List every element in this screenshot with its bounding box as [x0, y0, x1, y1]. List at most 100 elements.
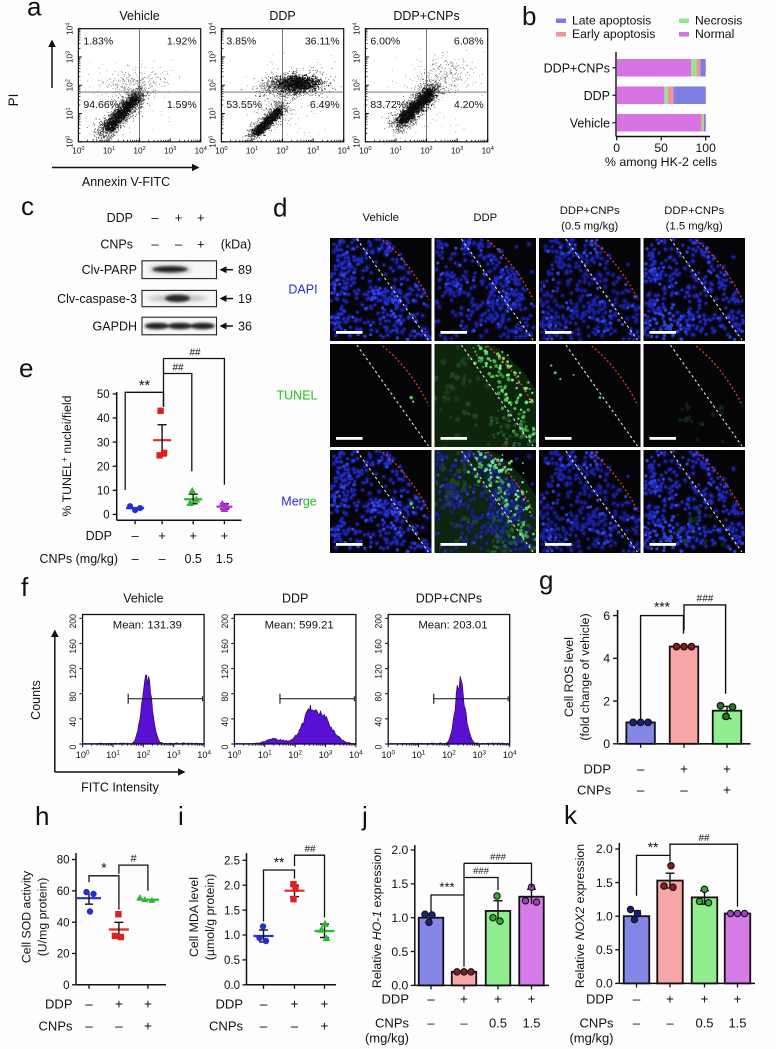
svg-text:PI: PI: [6, 94, 21, 107]
svg-text:+: +: [175, 210, 183, 225]
svg-text:Mean: 599.21: Mean: 599.21: [265, 620, 334, 632]
svg-text:Cell ROS level: Cell ROS level: [562, 637, 576, 717]
svg-text:##: ##: [698, 833, 710, 844]
svg-text:1.83%: 1.83%: [83, 36, 113, 48]
svg-text:0: 0: [103, 510, 109, 522]
svg-text:–: –: [427, 992, 435, 1007]
svg-text:–: –: [132, 552, 139, 566]
svg-text:200: 200: [220, 614, 230, 629]
svg-text:100: 100: [352, 136, 361, 148]
svg-text:***: ***: [654, 600, 671, 615]
svg-text:Vehicle: Vehicle: [363, 212, 399, 224]
svg-text:83.72%: 83.72%: [370, 99, 406, 111]
svg-text:j: j: [361, 801, 368, 831]
svg-text:6.49%: 6.49%: [310, 99, 340, 111]
svg-text:DDP: DDP: [584, 762, 611, 777]
svg-text:Normal: Normal: [695, 27, 734, 41]
svg-text:+: +: [723, 783, 731, 798]
svg-text:Vehicle: Vehicle: [570, 116, 610, 130]
svg-text:103: 103: [451, 146, 463, 155]
svg-text:4: 4: [603, 652, 610, 666]
svg-text:–: –: [85, 1019, 93, 1034]
svg-text:103: 103: [167, 750, 181, 761]
svg-text:DDP: DDP: [584, 89, 610, 103]
svg-text:+: +: [494, 992, 502, 1007]
svg-text:CNPs: CNPs: [39, 1019, 73, 1034]
svg-text:+: +: [221, 528, 229, 543]
svg-text:101: 101: [65, 107, 74, 119]
svg-text:Late apoptosis: Late apoptosis: [572, 14, 651, 28]
svg-text:##: ##: [304, 844, 316, 855]
svg-text:102: 102: [133, 146, 145, 155]
svg-text:120: 120: [68, 664, 78, 679]
svg-text:b: b: [522, 1, 536, 31]
svg-text:DDP: DDP: [269, 9, 295, 23]
svg-text:1.92%: 1.92%: [167, 36, 197, 48]
svg-text:Relative HO-1 expression: Relative HO-1 expression: [370, 848, 384, 988]
svg-text:4.20%: 4.20%: [454, 99, 484, 111]
svg-text:0.0: 0.0: [224, 980, 240, 992]
svg-text:104: 104: [338, 146, 350, 155]
svg-text:(0.5 mg/kg): (0.5 mg/kg): [561, 221, 618, 233]
svg-text:CNPs: CNPs: [375, 1016, 409, 1031]
svg-text:DDP: DDP: [473, 212, 497, 224]
svg-text:104: 104: [349, 750, 363, 761]
svg-text:c: c: [21, 191, 34, 221]
svg-text:20: 20: [57, 949, 70, 961]
svg-text:0: 0: [374, 744, 384, 749]
svg-text:e: e: [19, 353, 33, 383]
svg-text:(fold change of vehicle): (fold change of vehicle): [578, 613, 592, 740]
svg-text:–: –: [633, 1016, 641, 1031]
svg-text:0.5: 0.5: [596, 943, 613, 957]
svg-text:80: 80: [374, 692, 384, 702]
svg-text:103: 103: [65, 51, 74, 63]
svg-text:–: –: [633, 992, 641, 1007]
svg-text:+: +: [197, 210, 205, 225]
svg-text:102: 102: [288, 750, 302, 761]
svg-text:102: 102: [208, 79, 217, 91]
svg-text:101: 101: [412, 750, 426, 761]
svg-text:20: 20: [97, 461, 110, 473]
svg-text:104: 104: [503, 750, 517, 761]
svg-text:3.85%: 3.85%: [226, 36, 256, 48]
svg-text:Cell SOD activity: Cell SOD activity: [20, 870, 34, 963]
svg-text:**: **: [274, 855, 285, 870]
svg-text:89: 89: [238, 263, 252, 277]
svg-text:–: –: [460, 1016, 468, 1031]
svg-text:101: 101: [258, 750, 272, 761]
svg-text:0: 0: [68, 744, 78, 749]
svg-text:0.5: 0.5: [695, 1016, 713, 1031]
svg-text:Relative NOX2 expression: Relative NOX2 expression: [573, 844, 587, 988]
svg-text:120: 120: [220, 664, 230, 679]
svg-text:40: 40: [57, 917, 70, 929]
svg-text:DDP: DDP: [86, 529, 112, 543]
svg-text:0.5: 0.5: [489, 1016, 507, 1031]
svg-text:2.5: 2.5: [224, 856, 240, 868]
svg-text:Necrosis: Necrosis: [695, 14, 742, 28]
svg-text:–: –: [260, 1019, 268, 1034]
svg-text:–: –: [637, 783, 645, 798]
svg-text:(1.5 mg/kg): (1.5 mg/kg): [666, 221, 723, 233]
svg-text:Annexin V-FITC: Annexin V-FITC: [82, 175, 170, 189]
svg-text:6.00%: 6.00%: [370, 36, 400, 48]
svg-text:–: –: [115, 1019, 123, 1034]
svg-text:+: +: [189, 528, 197, 543]
svg-text:100: 100: [228, 750, 242, 761]
svg-text:Clv-caspase-3: Clv-caspase-3: [57, 292, 137, 306]
svg-text:DDP+CNPs: DDP+CNPs: [560, 205, 620, 217]
svg-text:0.5: 0.5: [391, 945, 408, 959]
svg-text:–: –: [151, 210, 159, 225]
svg-text:+: +: [291, 997, 299, 1012]
svg-text:103: 103: [208, 51, 217, 63]
svg-text:–: –: [260, 997, 268, 1012]
svg-text:80: 80: [57, 855, 70, 867]
svg-text:102: 102: [442, 750, 456, 761]
svg-text:1.59%: 1.59%: [167, 99, 197, 111]
svg-text:1.5: 1.5: [216, 552, 233, 566]
svg-text:(mg/kg): (mg/kg): [365, 1031, 409, 1046]
svg-text:+: +: [321, 1019, 329, 1034]
svg-text:40: 40: [68, 717, 78, 727]
svg-text:(kDa): (kDa): [221, 238, 252, 252]
svg-text:2.0: 2.0: [224, 880, 240, 892]
svg-text:CNPs: CNPs: [580, 1016, 614, 1031]
